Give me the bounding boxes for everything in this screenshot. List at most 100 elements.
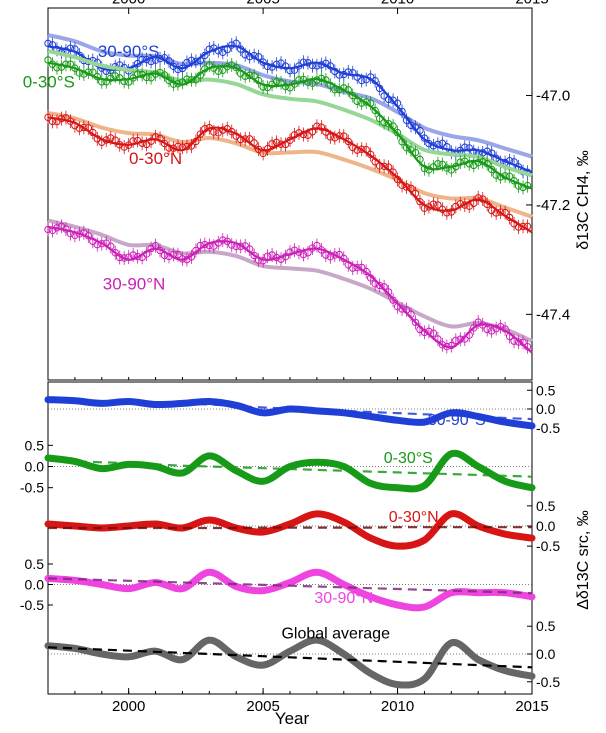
bottom-y-tick-label: -0.5 [20, 480, 44, 496]
data-point [375, 281, 384, 290]
data-point [389, 296, 397, 304]
data-point [420, 134, 429, 142]
data-point [111, 248, 119, 257]
data-point [107, 74, 115, 82]
bottom-series-band [44, 568, 536, 612]
bottom-y-tick-label: -0.5 [536, 674, 560, 690]
bottom-y-tick-label: -0.5 [20, 597, 44, 613]
data-point [429, 200, 438, 208]
data-point [277, 140, 285, 148]
x-axis-label: Year [275, 709, 310, 728]
data-point [465, 160, 473, 168]
top-y-tick-label: -47.4 [536, 306, 570, 323]
data-point [443, 209, 451, 217]
data-point [304, 131, 312, 139]
data-point [344, 137, 352, 146]
bottom-series-label: 30-90°S [428, 412, 486, 429]
top-series-envelope [47, 110, 533, 219]
top-series-line [47, 61, 533, 190]
data-point [398, 107, 406, 116]
bottom-series-panel: 0.5 0.0 -0.5 Global average [44, 618, 560, 690]
top-panel: 2000 2005 2010 2015 -47.0 -47.2 -47.4 30-90°S 0-… [23, 0, 570, 381]
data-point [474, 194, 482, 202]
top-series: 30-90°S [44, 33, 533, 180]
data-point [169, 144, 178, 152]
data-point [196, 130, 205, 138]
data-point [434, 159, 442, 168]
bottom-trend-line [47, 646, 533, 669]
data-point [447, 208, 456, 216]
bottom-y-tick-label: -0.5 [536, 420, 560, 436]
bottom-x-tick-label: 2005 [246, 698, 279, 715]
data-point [398, 305, 406, 313]
top-y-axis-label: δ13C CH4, ‰ [575, 150, 592, 250]
data-point [402, 183, 411, 191]
data-point [358, 76, 366, 85]
data-point [281, 62, 290, 70]
data-point [250, 251, 258, 260]
top-series-label: 30-90°S [98, 42, 160, 61]
data-point [358, 145, 366, 153]
data-point [187, 76, 196, 84]
data-point [393, 128, 402, 137]
data-point [429, 329, 438, 337]
data-point [80, 123, 88, 132]
data-point [174, 250, 182, 259]
bottom-series-panel: 0.5 0.0 -0.5 0-30°S [20, 437, 536, 496]
bottom-y-tick-label: 0.5 [536, 382, 556, 398]
top-series: 0-30°S [23, 48, 533, 195]
bottom-y-tick-label: 0.0 [536, 401, 556, 417]
top-y-tick-label: -47.2 [536, 197, 570, 214]
top-series-label: 30-90°N [103, 275, 166, 294]
bottom-series-label: 0-30°N [389, 509, 439, 526]
data-point [331, 251, 339, 259]
data-point [353, 263, 361, 272]
top-series-envelope [47, 218, 533, 343]
bottom-y-tick-label: 0.0 [536, 518, 556, 534]
top-x-tick-label: 2010 [381, 0, 414, 8]
bottom-series-label: 30-90°N [314, 590, 373, 607]
bottom-y-tick-label: 0.5 [536, 498, 556, 514]
data-point [116, 74, 124, 82]
bottom-series-panel: 0.5 0.0 -0.5 0-30°N [44, 498, 560, 554]
bottom-series-panel: 0.5 0.0 -0.5 30-90°N [20, 556, 536, 613]
data-point [160, 139, 169, 148]
top-series-label: 0-30°S [23, 72, 75, 91]
data-point [192, 57, 200, 66]
bottom-y-tick-label: 0.0 [25, 459, 45, 475]
bottom-trend-line [47, 398, 533, 421]
data-point [465, 144, 473, 152]
bottom-x-tick-label: 2010 [381, 698, 414, 715]
data-point [411, 318, 420, 327]
data-point [452, 336, 460, 344]
bottom-x-tick-label: 2000 [112, 698, 145, 715]
bottom-series-label: Global average [281, 626, 390, 643]
data-point [384, 119, 393, 128]
data-point [371, 106, 379, 115]
data-point [120, 254, 128, 262]
bottom-series-panel: 0.5 0.0 -0.5 30-90°S [44, 382, 560, 436]
data-point [487, 327, 496, 335]
data-point [434, 201, 442, 209]
data-point [416, 198, 424, 206]
data-point [174, 65, 182, 74]
data-point [272, 77, 281, 86]
bottom-series-band [44, 510, 536, 550]
top-series-line [47, 225, 533, 354]
bottom-series-band [44, 636, 536, 689]
bottom-trend-line [48, 526, 533, 530]
data-point [66, 44, 75, 52]
bottom-series-label: 0-30°S [384, 450, 433, 467]
top-series-envelope [47, 48, 533, 178]
bottom-panels: 0.5 0.0 -0.5 30-90°S 0.5 0.0 -0.5 0-30°S 0.5 0.0 -… [20, 381, 560, 715]
top-series-label: 0-30°N [129, 149, 182, 168]
top-series: 30-90°N [44, 218, 533, 354]
bottom-y-tick-label: 0.0 [25, 577, 45, 593]
bottom-y-tick-label: 0.5 [25, 437, 45, 453]
data-point [483, 325, 491, 334]
data-point [120, 77, 128, 86]
top-y-tick-label: -47.0 [536, 88, 570, 105]
top-series-line [47, 116, 533, 234]
bottom-x-tick-label: 2015 [515, 698, 548, 715]
